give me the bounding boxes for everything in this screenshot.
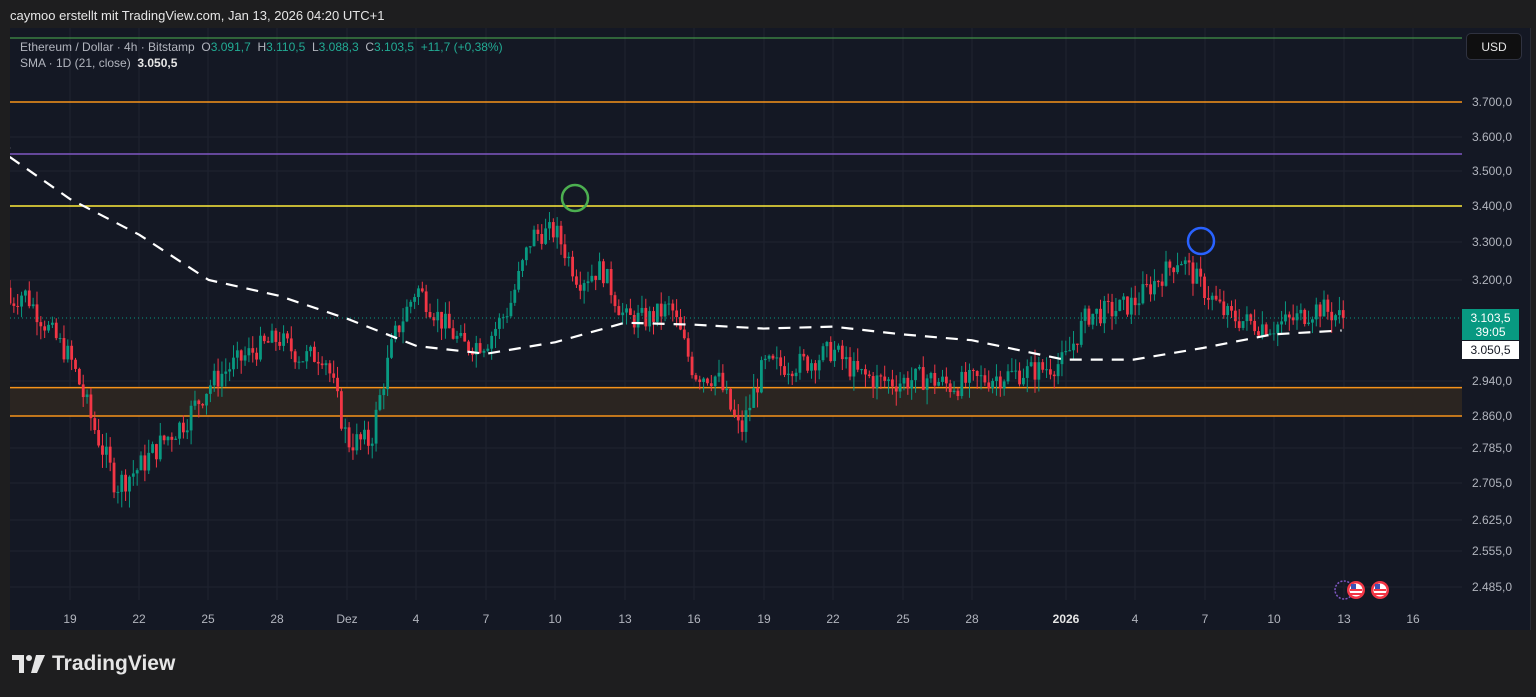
symbol-label[interactable]: Ethereum / Dollar · 4h · Bitstamp bbox=[20, 40, 195, 54]
currency-button[interactable]: USD bbox=[1466, 33, 1522, 60]
time-axis-label: 13 bbox=[618, 612, 632, 626]
time-axis-label: 16 bbox=[687, 612, 701, 626]
sma-price-tag: 3.050,5 bbox=[1462, 341, 1519, 359]
time-axis-label: 4 bbox=[1131, 612, 1139, 626]
support-zone bbox=[10, 387, 1462, 416]
close-label: C bbox=[365, 40, 375, 54]
price-axis-label: 2.860,0 bbox=[1472, 409, 1513, 423]
time-axis-label: 25 bbox=[201, 612, 215, 626]
tradingview-logo: TradingView bbox=[12, 652, 175, 676]
sma-value: 3.050,5 bbox=[137, 56, 178, 70]
time-axis-label: 28 bbox=[270, 612, 284, 626]
time-axis-label: 10 bbox=[1267, 612, 1281, 626]
price-axis-label: 3.200,0 bbox=[1472, 273, 1513, 287]
time-axis-label: 10 bbox=[548, 612, 562, 626]
time-axis-label: 19 bbox=[63, 612, 77, 626]
high-label: H bbox=[257, 40, 267, 54]
chart-caption: caymoo erstellt mit TradingView.com, Jan… bbox=[10, 8, 385, 23]
last-price-tag: 3.103,5 39:05 bbox=[1462, 309, 1519, 340]
time-axis-label: 25 bbox=[896, 612, 910, 626]
time-axis-label: 28 bbox=[965, 612, 979, 626]
low-label: L bbox=[311, 40, 319, 54]
time-axis-label: Dez bbox=[336, 612, 358, 626]
close-value: 3.103,5 bbox=[374, 40, 415, 54]
bar-countdown: 39:05 bbox=[1475, 325, 1506, 339]
price-axis-label: 2.625,0 bbox=[1472, 513, 1513, 527]
tradingview-logo-text: TradingView bbox=[52, 652, 176, 675]
price-axis-label: 2.785,0 bbox=[1472, 441, 1513, 455]
green-circle-marker bbox=[560, 183, 590, 213]
high-value: 3.110,5 bbox=[266, 40, 306, 54]
sma-label: SMA · 1D (21, close) bbox=[20, 56, 131, 70]
sma-line bbox=[10, 147, 1342, 361]
sma-legend-row[interactable]: SMA · 1D (21, close) 3.050,5 bbox=[20, 55, 503, 71]
price-axis-label: 3.500,0 bbox=[1472, 164, 1513, 178]
time-axis-label: 4 bbox=[412, 612, 420, 626]
price-axis-label: 2.940,0 bbox=[1472, 374, 1513, 388]
price-axis-label: 3.700,0 bbox=[1472, 95, 1513, 109]
time-axis-label: 22 bbox=[132, 612, 146, 626]
price-axis-label: 2.555,0 bbox=[1472, 544, 1513, 558]
time-axis-label: 7 bbox=[482, 612, 490, 626]
chart-legend: Ethereum / Dollar · 4h · Bitstamp O3.091… bbox=[20, 39, 503, 71]
price-axis-label: 2.485,0 bbox=[1472, 580, 1513, 594]
chart-area[interactable] bbox=[10, 28, 1531, 630]
low-value: 3.088,3 bbox=[318, 40, 359, 54]
time-axis-label: 2026 bbox=[1052, 612, 1080, 626]
blue-circle-marker bbox=[1186, 226, 1216, 256]
ohlc-legend-row: Ethereum / Dollar · 4h · Bitstamp O3.091… bbox=[20, 39, 503, 55]
time-axis-label: 13 bbox=[1337, 612, 1351, 626]
last-price-value: 3.103,5 bbox=[1470, 311, 1511, 325]
price-chart-canvas[interactable] bbox=[10, 28, 1530, 630]
time-axis-label: 7 bbox=[1201, 612, 1209, 626]
price-axis-label: 3.600,0 bbox=[1472, 130, 1513, 144]
open-label: O bbox=[201, 40, 211, 54]
price-axis-label: 2.705,0 bbox=[1472, 476, 1513, 490]
tradingview-logo-icon bbox=[12, 655, 45, 673]
open-value: 3.091,7 bbox=[210, 40, 251, 54]
time-axis-label: 19 bbox=[757, 612, 771, 626]
time-axis-label: 22 bbox=[826, 612, 840, 626]
time-axis-label: 16 bbox=[1406, 612, 1420, 626]
price-axis-label: 3.400,0 bbox=[1472, 199, 1513, 213]
change-value: +11,7 (+0,38%) bbox=[420, 40, 503, 54]
price-axis-label: 3.300,0 bbox=[1472, 235, 1513, 249]
